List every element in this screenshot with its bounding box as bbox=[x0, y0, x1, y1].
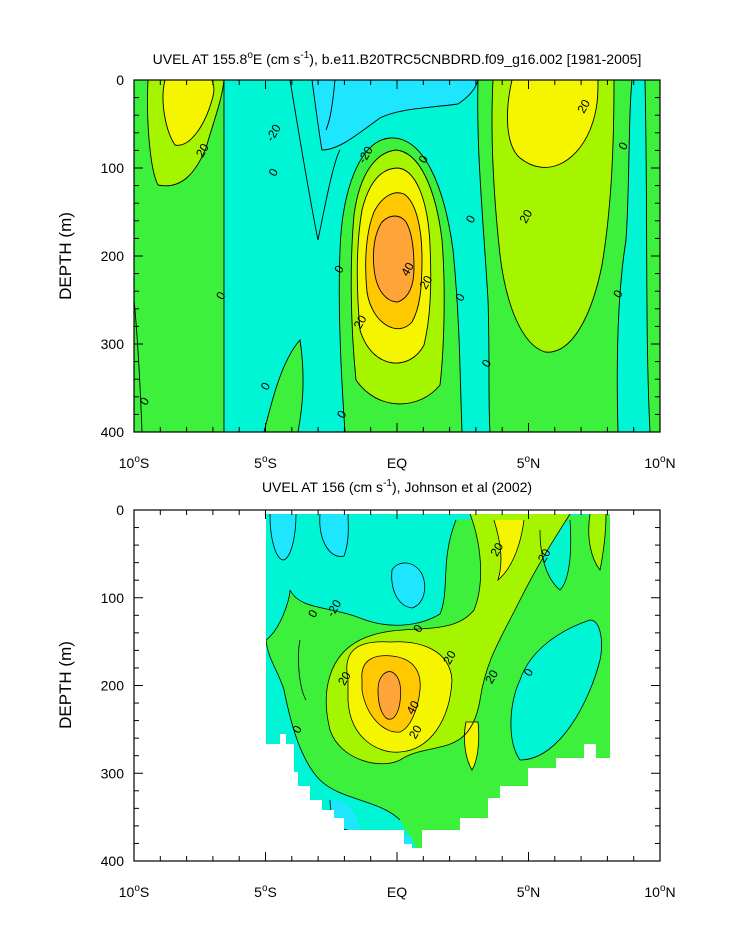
y-tick-label: 400 bbox=[101, 424, 125, 440]
contour-label: 20 bbox=[482, 667, 501, 686]
y-tick-label: 300 bbox=[101, 765, 125, 781]
x-tick-label: 10oS bbox=[119, 454, 149, 471]
contour-label: 20 bbox=[351, 312, 370, 331]
contour-label: 20 bbox=[417, 273, 436, 292]
x-tick-label: 5oS bbox=[254, 454, 277, 471]
x-tick-label: EQ bbox=[387, 455, 407, 471]
y-tick-label: 100 bbox=[101, 590, 125, 606]
panel-model: UVEL AT 155.8oE (cm s-1), b.e11.B20TRC5C… bbox=[56, 50, 676, 471]
x-tick-label: 10oN bbox=[644, 454, 675, 471]
x-tick-label: 5oN bbox=[517, 883, 540, 900]
axis-ticks: 10oS 5oS EQ 5oN 10oN 0 100 200 300 400 bbox=[101, 72, 676, 471]
y-tick-label: 100 bbox=[101, 160, 125, 176]
y-axis-title: DEPTH (m) bbox=[56, 641, 75, 729]
x-tick-label: EQ bbox=[387, 884, 407, 900]
contour-label: 40 bbox=[398, 260, 417, 279]
y-tick-label: 200 bbox=[101, 678, 125, 694]
x-tick-label: 10oS bbox=[119, 883, 149, 900]
y-axis-title: DEPTH (m) bbox=[56, 212, 75, 300]
y-tick-label: 0 bbox=[116, 72, 124, 88]
chart-title: UVEL AT 156 (cm s-1), Johnson et al (200… bbox=[262, 478, 532, 495]
x-tick-label: 5oN bbox=[517, 454, 540, 471]
chart-title: UVEL AT 155.8oE (cm s-1), b.e11.B20TRC5C… bbox=[153, 50, 642, 67]
contour-label: 20 bbox=[406, 722, 425, 741]
contour-label: 40 bbox=[403, 698, 422, 717]
contour-label: 20 bbox=[574, 97, 593, 116]
y-tick-label: 0 bbox=[116, 502, 124, 518]
contour-label: 20 bbox=[535, 546, 554, 565]
contour-fill bbox=[134, 80, 660, 432]
y-tick-label: 400 bbox=[101, 853, 125, 869]
y-tick-label: 300 bbox=[101, 336, 125, 352]
panel-observations: UVEL AT 156 (cm s-1), Johnson et al (200… bbox=[56, 478, 676, 900]
contour-label: 20 bbox=[488, 540, 507, 559]
x-tick-label: 5oS bbox=[254, 883, 277, 900]
y-tick-label: 200 bbox=[101, 248, 125, 264]
contour-label: 20 bbox=[440, 648, 459, 667]
x-tick-label: 10oN bbox=[644, 883, 675, 900]
contour-label: 20 bbox=[335, 669, 354, 688]
contour-label: 20 bbox=[193, 141, 212, 160]
axis-ticks: 10oS 5oS EQ 5oN 10oN 0 100 200 300 400 bbox=[101, 502, 676, 900]
contour-label: 20 bbox=[516, 207, 535, 226]
contour-fill bbox=[266, 514, 610, 848]
